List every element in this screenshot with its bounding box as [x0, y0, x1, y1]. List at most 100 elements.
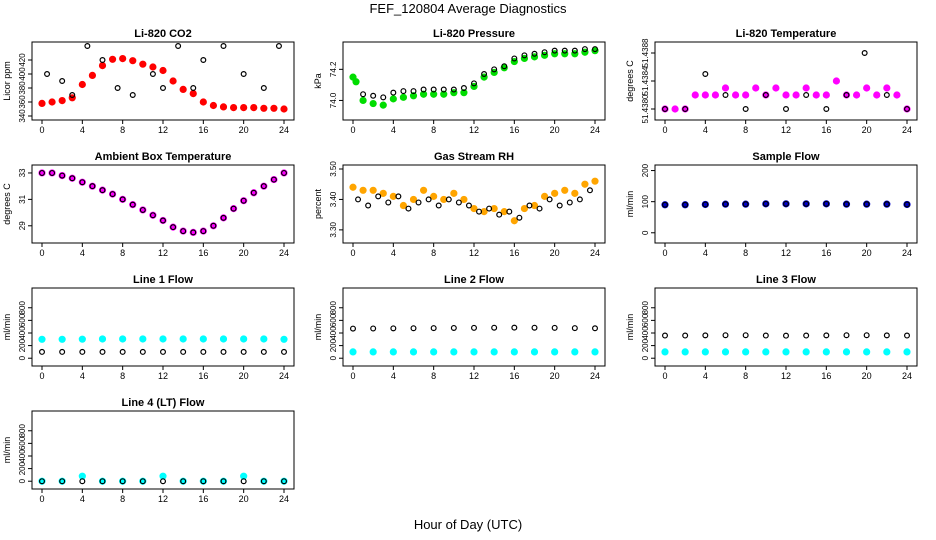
y-tick-label: 51.4384	[641, 66, 650, 95]
y-axis-label: ml/min	[625, 191, 635, 218]
chart-title: Li-820 CO2	[134, 28, 191, 40]
data-point-series-2	[260, 348, 267, 355]
data-point-series-2	[541, 49, 548, 56]
y-tick-label: 0	[18, 478, 27, 483]
data-point-series-2	[661, 201, 668, 208]
data-point-series-2	[591, 46, 598, 53]
data-point-series-2	[460, 84, 467, 91]
data-point-series-1	[379, 101, 387, 109]
data-point-series-1	[772, 84, 780, 92]
data-point-series-1	[169, 77, 177, 85]
data-point-series-2	[420, 86, 427, 93]
y-tick-label: 0	[641, 355, 650, 360]
data-point-series-2	[762, 200, 769, 207]
y-tick-label: 400	[329, 326, 338, 340]
data-point-series-1	[701, 348, 709, 356]
x-tick-label: 4	[391, 248, 396, 258]
data-point-series-2	[546, 196, 553, 203]
data-point-series-2	[516, 214, 523, 221]
data-point-series-2	[551, 47, 558, 54]
data-point-series-2	[566, 199, 573, 206]
chart-title: Line 3 Flow	[756, 274, 816, 286]
data-point-series-2	[465, 202, 472, 209]
data-point-series-2	[260, 478, 267, 485]
data-point-series-1	[352, 78, 360, 86]
data-point-series-1	[199, 335, 207, 343]
x-tick-label: 20	[239, 494, 249, 504]
data-point-series-1	[240, 335, 248, 343]
data-point-series-1	[490, 348, 498, 356]
data-point-series-1	[189, 89, 197, 98]
data-point-series-2	[220, 478, 227, 485]
data-point-series-2	[390, 325, 397, 332]
x-tick-label: 24	[902, 125, 912, 135]
x-tick-label: 4	[80, 371, 85, 381]
x-tick-label: 8	[743, 371, 748, 381]
x-tick-label: 24	[590, 248, 600, 258]
data-point-series-2	[149, 212, 156, 219]
data-point-series-2	[440, 86, 447, 93]
y-tick-label: 800	[18, 301, 27, 315]
data-point-series-2	[536, 205, 543, 212]
data-point-series-2	[491, 324, 498, 331]
data-point-series-1	[430, 348, 438, 356]
data-point-series-2	[410, 88, 417, 95]
data-point-series-1	[802, 84, 810, 92]
x-tick-label: 0	[39, 248, 44, 258]
data-point-series-1	[409, 92, 418, 100]
data-point-series-2	[79, 478, 86, 485]
data-point-series-2	[661, 105, 668, 112]
chart-panel-3: Li-820 Temperature degrees C 0 4 8 12 16 20 24 51…	[625, 28, 918, 135]
data-point-series-2	[281, 169, 288, 176]
data-point-series-2	[476, 208, 483, 215]
data-point-series-1	[873, 91, 881, 99]
data-point-series-2	[190, 229, 197, 236]
x-tick-label: 16	[198, 371, 208, 381]
chart-title: Li-820 Temperature	[736, 28, 837, 40]
data-point-series-2	[119, 478, 126, 485]
data-point-series-2	[511, 324, 518, 331]
data-point-series-2	[803, 200, 810, 207]
data-point-series-2	[281, 478, 288, 485]
data-point-series-2	[69, 175, 76, 182]
data-point-series-1	[379, 189, 387, 197]
data-point-series-2	[511, 55, 518, 62]
data-point-series-2	[742, 332, 749, 339]
data-point-series-2	[119, 348, 126, 355]
data-point-series-1	[199, 98, 207, 106]
data-point-series-2	[722, 91, 729, 98]
y-axis-label: ml/min	[2, 437, 12, 464]
y-tick-label: 0	[18, 355, 27, 360]
x-tick-label: 8	[431, 371, 436, 381]
y-tick-label: 200	[18, 461, 27, 475]
data-point-series-1	[359, 186, 367, 194]
data-point-series-1	[792, 91, 800, 99]
data-point-series-2	[160, 84, 167, 91]
data-point-series-1	[280, 335, 288, 343]
data-point-series-1	[260, 104, 268, 112]
data-point-series-2	[682, 332, 689, 339]
data-point-series-2	[702, 201, 709, 208]
x-tick-label: 0	[662, 125, 667, 135]
data-point-series-1	[681, 348, 689, 356]
data-point-series-2	[782, 200, 789, 207]
data-point-series-2	[59, 348, 66, 355]
y-tick-label: 3.50	[329, 161, 338, 177]
y-axis-label: ml/min	[625, 314, 635, 341]
y-tick-label: 400	[18, 326, 27, 340]
data-point-series-2	[200, 348, 207, 355]
data-point-series-1	[119, 54, 127, 63]
data-point-series-2	[445, 196, 452, 203]
data-point-series-1	[108, 55, 117, 63]
x-tick-label: 16	[821, 125, 831, 135]
y-tick-label: 29	[18, 221, 27, 230]
data-point-series-2	[823, 200, 830, 207]
x-tick-label: 16	[509, 248, 519, 258]
data-point-series-1	[119, 335, 127, 343]
data-point-series-1	[591, 47, 599, 55]
x-tick-label: 4	[703, 125, 708, 135]
data-point-series-2	[400, 88, 407, 95]
x-tick-label: 16	[509, 371, 519, 381]
data-point-series-1	[561, 186, 569, 194]
data-point-series-1	[419, 90, 428, 98]
